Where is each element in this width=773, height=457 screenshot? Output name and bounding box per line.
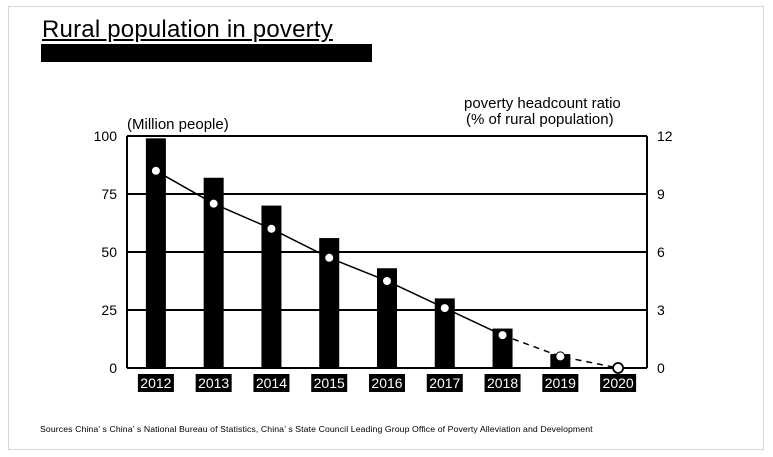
bar [261,205,282,368]
category-label-box [195,374,232,392]
ratio-point [439,303,450,314]
title-bar [41,44,372,62]
ratio-point [324,252,335,263]
bar [434,298,455,368]
y-right-tick-label: 0 [657,360,665,376]
category-label-box [484,374,521,392]
chart-title: Rural population in poverty [42,16,333,43]
y-left-tick-label: 25 [101,302,117,318]
category-label: 2018 [487,375,518,391]
category-label: 2015 [314,375,345,391]
y-right-tick-label: 3 [657,302,665,318]
bar [319,238,340,368]
ratio-point [208,198,219,209]
y-right-tick-label: 6 [657,244,665,260]
ratio-point [497,330,508,341]
y-left-tick-label: 75 [101,186,117,202]
ratio-line-dashed [502,334,619,369]
bar [377,268,397,368]
ratio-point [555,351,566,362]
y-axis-right-title-line2: (% of rural population) [466,111,614,128]
y-axis-left-title: (Million people) [127,116,229,133]
category-label-box [311,374,348,392]
category-label-box [369,374,405,392]
y-right-tick-label: 9 [657,186,665,202]
category-label: 2012 [140,375,171,391]
category-label: 2014 [256,375,287,391]
y-right-tick-label: 12 [657,128,673,144]
y-axis-right-title-line1: poverty headcount ratio [464,95,621,112]
category-label-box [426,374,463,392]
category-label: 2019 [545,375,576,391]
bar [145,138,166,368]
y-left-tick-label: 50 [101,244,117,260]
category-label-box [542,374,579,392]
ratio-point [266,223,277,234]
bar [492,328,513,368]
source-note: Sources China’ s China’ s National Burea… [40,424,593,434]
ratio-point [150,165,161,176]
category-label: 2016 [371,375,402,391]
bar [203,177,224,368]
y-left-tick-label: 100 [94,128,118,144]
ratio-point [382,276,392,286]
category-label: 2020 [603,375,634,391]
category-label-box [600,374,637,392]
category-label: 2013 [198,375,229,391]
ratio-point-open [612,362,625,374]
y-left-tick-label: 0 [109,360,117,376]
category-label-box [137,374,174,392]
category-label-box [253,374,290,392]
category-label: 2017 [429,375,460,391]
